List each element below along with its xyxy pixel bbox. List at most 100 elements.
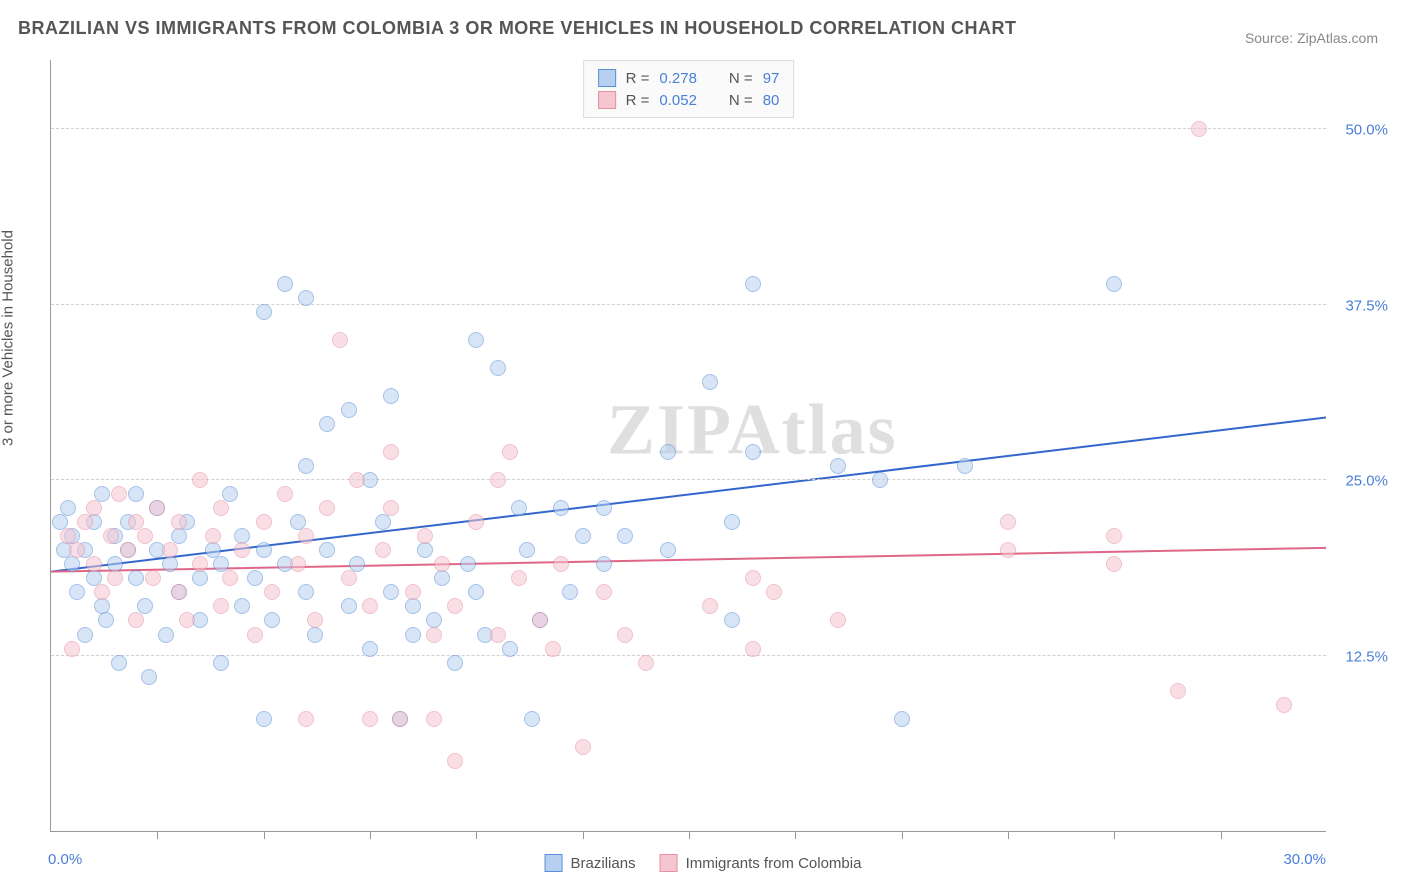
scatter-chart: ZIPAtlas R = 0.278 N = 97 R = 0.052 N = … — [50, 60, 1326, 832]
data-point — [149, 500, 165, 516]
data-point — [553, 500, 569, 516]
n-label: N = — [729, 70, 753, 87]
data-point — [264, 612, 280, 628]
data-point — [375, 542, 391, 558]
r-value-series1: 0.278 — [659, 70, 697, 87]
data-point — [392, 711, 408, 727]
data-point — [502, 444, 518, 460]
y-tick-label: 37.5% — [1345, 297, 1388, 314]
data-point — [426, 627, 442, 643]
data-point — [519, 542, 535, 558]
data-point — [638, 655, 654, 671]
data-point — [64, 556, 80, 572]
legend-item-series1: Brazilians — [545, 854, 636, 872]
data-point — [957, 458, 973, 474]
data-point — [162, 556, 178, 572]
data-point — [468, 332, 484, 348]
data-point — [383, 388, 399, 404]
data-point — [545, 641, 561, 657]
data-point — [447, 655, 463, 671]
x-tick — [1114, 831, 1115, 839]
data-point — [341, 570, 357, 586]
x-tick — [264, 831, 265, 839]
data-point — [405, 584, 421, 600]
data-point — [111, 486, 127, 502]
data-point — [745, 276, 761, 292]
r-label: R = — [626, 70, 650, 87]
data-point — [447, 753, 463, 769]
data-point — [64, 641, 80, 657]
data-point — [128, 612, 144, 628]
data-point — [575, 739, 591, 755]
x-tick — [476, 831, 477, 839]
data-point — [872, 472, 888, 488]
data-point — [307, 627, 323, 643]
data-point — [298, 584, 314, 600]
data-point — [468, 584, 484, 600]
n-value-series2: 80 — [763, 92, 780, 109]
data-point — [745, 641, 761, 657]
data-point — [562, 584, 578, 600]
data-point — [724, 514, 740, 530]
y-axis-label: 3 or more Vehicles in Household — [0, 230, 17, 446]
data-point — [86, 500, 102, 516]
legend-item-series2: Immigrants from Colombia — [660, 854, 862, 872]
swatch-series2 — [660, 854, 678, 872]
data-point — [60, 500, 76, 516]
x-tick — [689, 831, 690, 839]
data-point — [332, 332, 348, 348]
x-tick — [370, 831, 371, 839]
grid-line — [51, 128, 1326, 129]
data-point — [111, 655, 127, 671]
series1-label: Brazilians — [571, 855, 636, 872]
legend-row-series1: R = 0.278 N = 97 — [598, 67, 780, 89]
data-point — [417, 542, 433, 558]
data-point — [511, 570, 527, 586]
data-point — [256, 711, 272, 727]
data-point — [1106, 276, 1122, 292]
data-point — [256, 304, 272, 320]
data-point — [341, 402, 357, 418]
data-point — [830, 612, 846, 628]
data-point — [405, 598, 421, 614]
trend-lines-layer — [51, 60, 1326, 831]
data-point — [362, 598, 378, 614]
data-point — [596, 584, 612, 600]
data-point — [277, 276, 293, 292]
data-point — [171, 584, 187, 600]
data-point — [94, 584, 110, 600]
data-point — [502, 641, 518, 657]
data-point — [383, 500, 399, 516]
data-point — [222, 570, 238, 586]
x-axis-min-label: 0.0% — [48, 851, 82, 868]
data-point — [524, 711, 540, 727]
data-point — [1000, 514, 1016, 530]
series-legend: Brazilians Immigrants from Colombia — [545, 854, 862, 872]
data-point — [405, 627, 421, 643]
data-point — [362, 641, 378, 657]
data-point — [145, 570, 161, 586]
data-point — [766, 584, 782, 600]
data-point — [107, 570, 123, 586]
data-point — [468, 514, 484, 530]
data-point — [192, 570, 208, 586]
data-point — [86, 556, 102, 572]
data-point — [596, 556, 612, 572]
data-point — [1276, 697, 1292, 713]
data-point — [426, 711, 442, 727]
data-point — [298, 528, 314, 544]
swatch-series1 — [598, 69, 616, 87]
data-point — [660, 444, 676, 460]
data-point — [702, 374, 718, 390]
data-point — [69, 542, 85, 558]
data-point — [596, 500, 612, 516]
data-point — [460, 556, 476, 572]
data-point — [375, 514, 391, 530]
correlation-legend: R = 0.278 N = 97 R = 0.052 N = 80 — [583, 60, 795, 118]
data-point — [137, 528, 153, 544]
data-point — [319, 416, 335, 432]
data-point — [298, 458, 314, 474]
data-point — [256, 542, 272, 558]
data-point — [511, 500, 527, 516]
data-point — [724, 612, 740, 628]
